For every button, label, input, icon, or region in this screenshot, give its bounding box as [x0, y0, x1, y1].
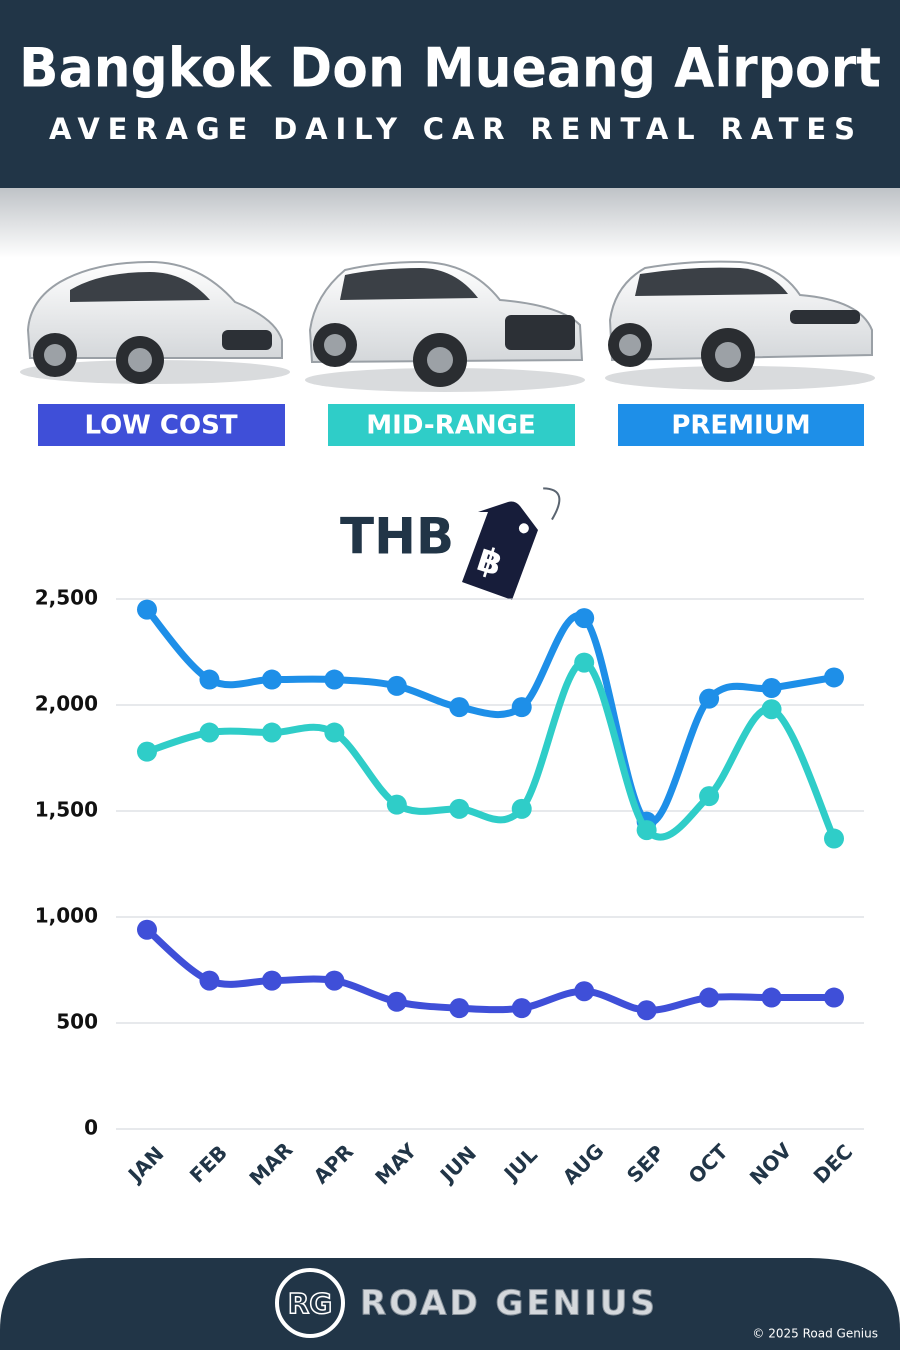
y-axis-label: THB: [340, 508, 454, 566]
data-point: [574, 652, 595, 673]
header-shade: [0, 188, 900, 258]
y-tick-label: 2,000: [35, 692, 98, 716]
data-point: [137, 599, 157, 620]
x-tick-label: MAR: [244, 1138, 297, 1191]
data-point: [324, 669, 345, 690]
header-band: [0, 0, 900, 188]
data-point: [761, 678, 782, 699]
car-suv: [305, 260, 585, 392]
y-tick-label: 2,500: [35, 586, 98, 610]
data-point: [199, 669, 220, 690]
y-tick-label: 500: [56, 1010, 98, 1034]
chart-title: Bangkok Don Mueang Airport: [19, 37, 881, 100]
data-point: [386, 675, 407, 696]
data-point: [324, 722, 345, 743]
footer-band: [0, 1258, 900, 1350]
x-tick-label: OCT: [684, 1139, 733, 1188]
data-point: [761, 987, 782, 1008]
data-point: [449, 998, 470, 1019]
legend-swatch: [328, 404, 575, 446]
x-tick-label: APR: [309, 1139, 358, 1188]
legend-label: LOW COST: [84, 411, 237, 441]
logo-ring: [275, 1268, 345, 1338]
y-tick-label: 0: [84, 1116, 98, 1140]
data-point: [324, 970, 345, 991]
brand: ROAD GENIUS: [360, 1284, 658, 1324]
x-tick-label: FEB: [185, 1140, 232, 1187]
data-point: [199, 970, 220, 991]
plot-area: 0 500 1,000 1,500 2,000 2,500 JAN FEB MAR APR MAY J…: [35, 586, 864, 1191]
data-point: [636, 820, 657, 841]
data-point: [699, 987, 720, 1008]
data-point: [824, 667, 844, 688]
data-point: [386, 991, 407, 1012]
data-point: [574, 981, 595, 1002]
data-point: [261, 669, 282, 690]
chart-subtitle: AVERAGE DAILY CAR RENTAL RATES: [49, 112, 855, 146]
data-point: [824, 828, 844, 849]
car-hatchback: [20, 260, 290, 384]
data-point: [261, 970, 282, 991]
data-point: [261, 722, 282, 743]
data-point: [511, 697, 532, 718]
price-tag: ฿: [462, 487, 561, 600]
logo: RG: [288, 1287, 333, 1320]
data-point: [511, 998, 532, 1019]
data-point: [636, 1000, 657, 1021]
legend-label: PREMIUM: [671, 411, 810, 441]
data-point: [449, 798, 470, 819]
x-tick-label: NOV: [745, 1138, 797, 1190]
data-point: [761, 699, 782, 720]
x-tick-label: MAY: [370, 1138, 421, 1189]
y-tick-label: 1,500: [35, 798, 98, 822]
series-line: [143, 659, 838, 843]
data-point: [824, 987, 844, 1008]
legend-swatch: [618, 404, 864, 446]
data-point: [386, 794, 407, 815]
car-premium: [605, 260, 875, 390]
data-point: [137, 919, 157, 940]
x-tick-label: JAN: [122, 1141, 168, 1187]
data-point: [137, 741, 157, 762]
legend-swatch: [38, 404, 285, 446]
data-point: [699, 786, 720, 807]
data-point: [449, 697, 470, 718]
legend-label: MID-RANGE: [366, 411, 535, 441]
x-tick-label: AUG: [558, 1139, 609, 1190]
data-point: [199, 722, 220, 743]
series-line: [143, 926, 838, 1014]
x-tick-label: JUL: [498, 1142, 542, 1186]
x-tick-label: JUN: [434, 1141, 481, 1188]
y-tick-label: 1,000: [35, 904, 98, 928]
copyright: © 2025 Road Genius: [752, 1327, 878, 1341]
x-tick-label: DEC: [809, 1140, 858, 1189]
series-line: [143, 606, 838, 827]
data-point: [511, 798, 532, 819]
x-tick-label: SEP: [622, 1140, 669, 1187]
data-point: [574, 608, 595, 629]
data-point: [699, 688, 720, 709]
